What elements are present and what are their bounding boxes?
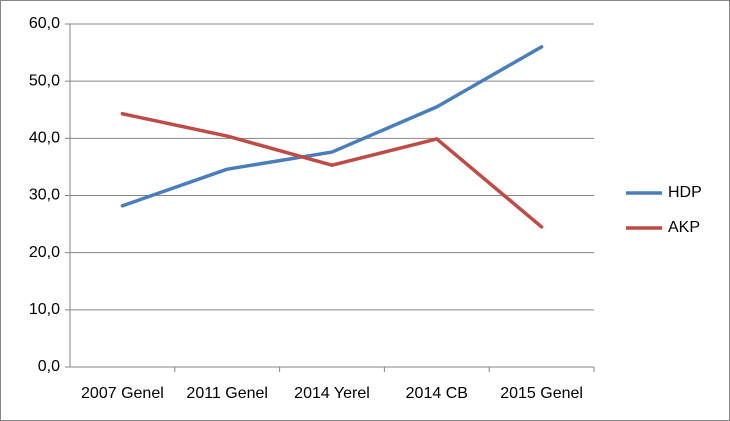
series-line	[120, 45, 544, 208]
x-tick-label: 2014 Yerel	[294, 385, 370, 402]
y-tick-label: 30,0	[29, 187, 60, 204]
legend-label: AKP	[668, 219, 700, 236]
x-tick-label: 2007 Genel	[81, 385, 164, 402]
y-tick-label: 50,0	[29, 72, 60, 89]
y-tick-label: 20,0	[29, 244, 60, 261]
x-tick-label: 2011 Genel	[186, 385, 268, 402]
y-tick-label: 0,0	[38, 358, 60, 375]
series-line	[120, 112, 544, 229]
y-tick-label: 60,0	[29, 15, 60, 32]
x-tick-label: 2014 CB	[406, 385, 468, 402]
x-tick-label: 2015 Genel	[500, 385, 583, 402]
y-tick-label: 10,0	[29, 301, 60, 318]
y-tick-label: 40,0	[29, 130, 60, 147]
legend-label: HDP	[668, 184, 702, 201]
